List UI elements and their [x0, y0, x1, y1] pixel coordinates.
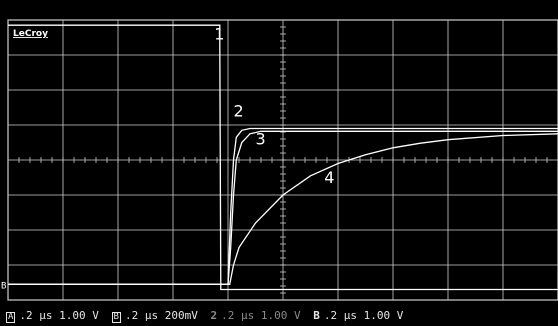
channel-readout: A .2 µs 1.00 V B .2 µs 200mV 2.2 µs 1.00 V… [0, 305, 558, 326]
channel-2-timebase: .2 µs [221, 309, 255, 322]
graticule [7, 19, 558, 301]
trace-3 [8, 130, 558, 285]
readout-channel-b2: B .2 µs 1.00 V [313, 305, 403, 326]
brand-logo: LeCroy [13, 29, 48, 39]
channel-b2-timebase: .2 µs [323, 309, 357, 322]
channel-b-timebase: .2 µs [124, 309, 159, 322]
trace-label-3: 3 [256, 129, 266, 148]
trace-label-4: 4 [324, 168, 334, 187]
trace-labels: 1 23 4 B [1, 24, 334, 291]
channel-a-timebase: .2 µs [19, 309, 53, 322]
channel-2-tag: 2 [210, 309, 218, 322]
channel-b2-volts: 1.00 V [363, 309, 404, 322]
ground-marker: B [1, 281, 6, 291]
channel-b2-tag: B [313, 309, 320, 322]
channel-a-volts: 1.00 V [59, 309, 99, 322]
channel-2-volts: 1.00 V [260, 309, 301, 322]
channel-b-tag: B [111, 312, 121, 323]
channel-a-tag: A [6, 312, 16, 323]
readout-channel-a: A .2 µs 1.00 V [6, 305, 99, 326]
readout-channel-b: B .2 µs 200mV [111, 305, 198, 326]
trace-label-1: 1 [214, 24, 224, 43]
traces [8, 24, 558, 291]
readout-channel-2: 2.2 µs 1.00 V [210, 305, 300, 326]
channel-b-volts: 200mV [164, 309, 198, 322]
trace-4 [8, 133, 558, 285]
trace-label-2: 2 [234, 101, 244, 120]
trace-1 [8, 24, 558, 291]
